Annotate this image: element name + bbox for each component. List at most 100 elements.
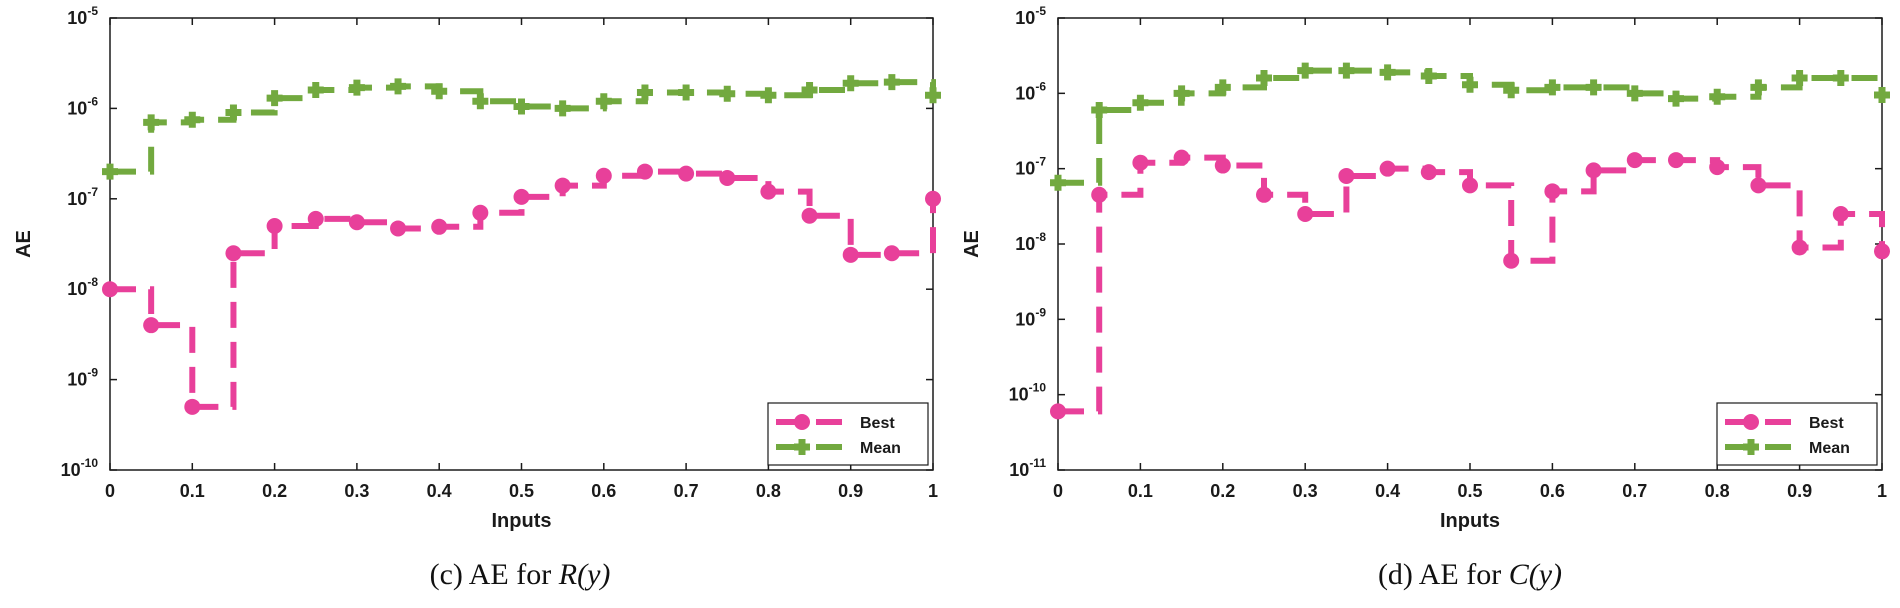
series-line-best xyxy=(1058,154,1885,415)
data-point-best xyxy=(883,245,900,262)
chart-panel-1: 10-11 10-10 10-9 10-8 10-7 10-6 10-5 0 0.1 0.2 0.3… xyxy=(961,4,1890,591)
x-tick-label: 1 xyxy=(1877,481,1887,501)
data-point-mean xyxy=(925,87,941,104)
data-point-mean xyxy=(390,78,407,95)
data-point-best xyxy=(1832,206,1849,223)
data-point-best xyxy=(390,220,407,237)
legend-marker-best xyxy=(794,414,810,430)
y-tick-label: 10-10 xyxy=(61,456,99,480)
data-point-mean xyxy=(513,98,530,115)
y-tick-label: 10-5 xyxy=(1015,4,1046,28)
legend: Best Mean xyxy=(767,402,929,466)
x-tick-label: 1 xyxy=(928,481,938,501)
data-point-best xyxy=(513,188,530,205)
y-tick-label: 10-5 xyxy=(67,4,98,28)
data-point-best xyxy=(472,204,489,221)
x-tick-label: 0.4 xyxy=(1375,481,1400,501)
legend-label-mean: Mean xyxy=(860,440,901,457)
x-axis-label: Inputs xyxy=(492,510,552,532)
data-point-mean xyxy=(1050,174,1066,191)
y-tick-label: 10-9 xyxy=(67,366,98,390)
data-point-best xyxy=(595,167,612,184)
y-tick-label: 10-6 xyxy=(67,94,98,118)
y-tick-label: 10-9 xyxy=(1015,305,1046,329)
x-tick-label: 0.7 xyxy=(1622,481,1647,501)
series-mean xyxy=(1050,62,1890,191)
y-tick-label: 10-11 xyxy=(1009,456,1046,480)
x-tick-label: 0.5 xyxy=(1457,481,1482,501)
data-point-mean xyxy=(472,93,489,110)
y-axis-label: AE xyxy=(961,230,983,258)
x-tick-label: 0.5 xyxy=(509,481,534,501)
data-point-best xyxy=(554,177,571,194)
x-tick-label: 0.8 xyxy=(756,481,781,501)
data-point-mean xyxy=(1297,62,1314,79)
x-tick-label: 0.2 xyxy=(262,481,287,501)
data-point-mean xyxy=(1173,85,1190,102)
data-point-mean xyxy=(1091,102,1108,119)
data-point-best xyxy=(1750,177,1767,194)
data-point-mean xyxy=(1750,79,1767,96)
data-point-best xyxy=(719,169,736,186)
data-point-best xyxy=(143,317,160,334)
data-point-mean xyxy=(1832,69,1849,86)
data-point-best xyxy=(1791,239,1808,256)
data-point-best xyxy=(1091,186,1108,203)
data-point-best xyxy=(925,190,941,207)
data-point-mean xyxy=(554,100,571,117)
x-tick-label: 0.6 xyxy=(1540,481,1565,501)
data-point-best xyxy=(266,218,283,235)
data-point-mean xyxy=(1791,69,1808,86)
data-point-mean xyxy=(1668,90,1684,107)
series-best xyxy=(1050,149,1890,420)
data-point-mean xyxy=(143,114,160,131)
data-point-best xyxy=(1297,206,1314,223)
data-point-best xyxy=(1626,152,1643,169)
data-point-mean xyxy=(842,75,859,92)
data-point-best xyxy=(801,207,818,224)
data-point-best xyxy=(1668,152,1684,169)
data-point-best xyxy=(636,163,653,180)
data-point-mean xyxy=(1462,76,1478,93)
y-tick-label: 10-7 xyxy=(1015,155,1046,179)
data-point-mean xyxy=(1214,79,1231,96)
x-tick-label: 0.4 xyxy=(427,481,452,501)
data-point-mean xyxy=(1585,79,1602,96)
data-point-best xyxy=(184,398,201,415)
data-point-best xyxy=(1709,159,1726,176)
data-point-best xyxy=(1256,186,1272,203)
data-point-best xyxy=(1462,177,1478,194)
y-tick-label: 10-7 xyxy=(67,185,98,209)
data-point-best xyxy=(678,165,695,182)
data-point-best xyxy=(842,246,859,263)
legend-label-mean: Mean xyxy=(1809,440,1850,457)
figure-caption: (c) AE for R(y) xyxy=(430,558,611,591)
data-point-mean xyxy=(1626,85,1643,102)
data-point-best xyxy=(1874,243,1890,260)
data-point-mean xyxy=(102,163,118,180)
y-tick-label: 10-8 xyxy=(67,275,98,299)
x-tick-label: 0.1 xyxy=(1128,481,1153,501)
data-point-best xyxy=(1420,164,1437,181)
data-point-best xyxy=(1050,403,1066,420)
data-point-best xyxy=(307,210,324,227)
data-point-mean xyxy=(1874,87,1890,104)
x-tick-label: 0.3 xyxy=(344,481,369,501)
x-tick-label: 0 xyxy=(1053,481,1063,501)
data-point-mean xyxy=(1132,94,1149,111)
data-point-mean xyxy=(1379,64,1396,81)
data-point-mean xyxy=(1338,62,1355,79)
data-point-mean xyxy=(719,85,736,102)
x-tick-label: 0.1 xyxy=(180,481,205,501)
data-point-mean xyxy=(1256,69,1272,86)
chart-panel-0: 10-10 10-9 10-8 10-7 10-6 10-5 0 0.1 0.2 0.3 0.4 0.… xyxy=(13,4,941,591)
y-tick-label: 10-8 xyxy=(1015,230,1046,254)
y-tick-label: 10-6 xyxy=(1015,79,1046,103)
data-point-mean xyxy=(225,104,242,121)
legend-marker-best xyxy=(1743,414,1759,430)
data-point-best xyxy=(1379,160,1396,177)
x-tick-label: 0.9 xyxy=(838,481,863,501)
data-point-best xyxy=(1214,157,1231,174)
data-point-mean xyxy=(431,83,448,100)
